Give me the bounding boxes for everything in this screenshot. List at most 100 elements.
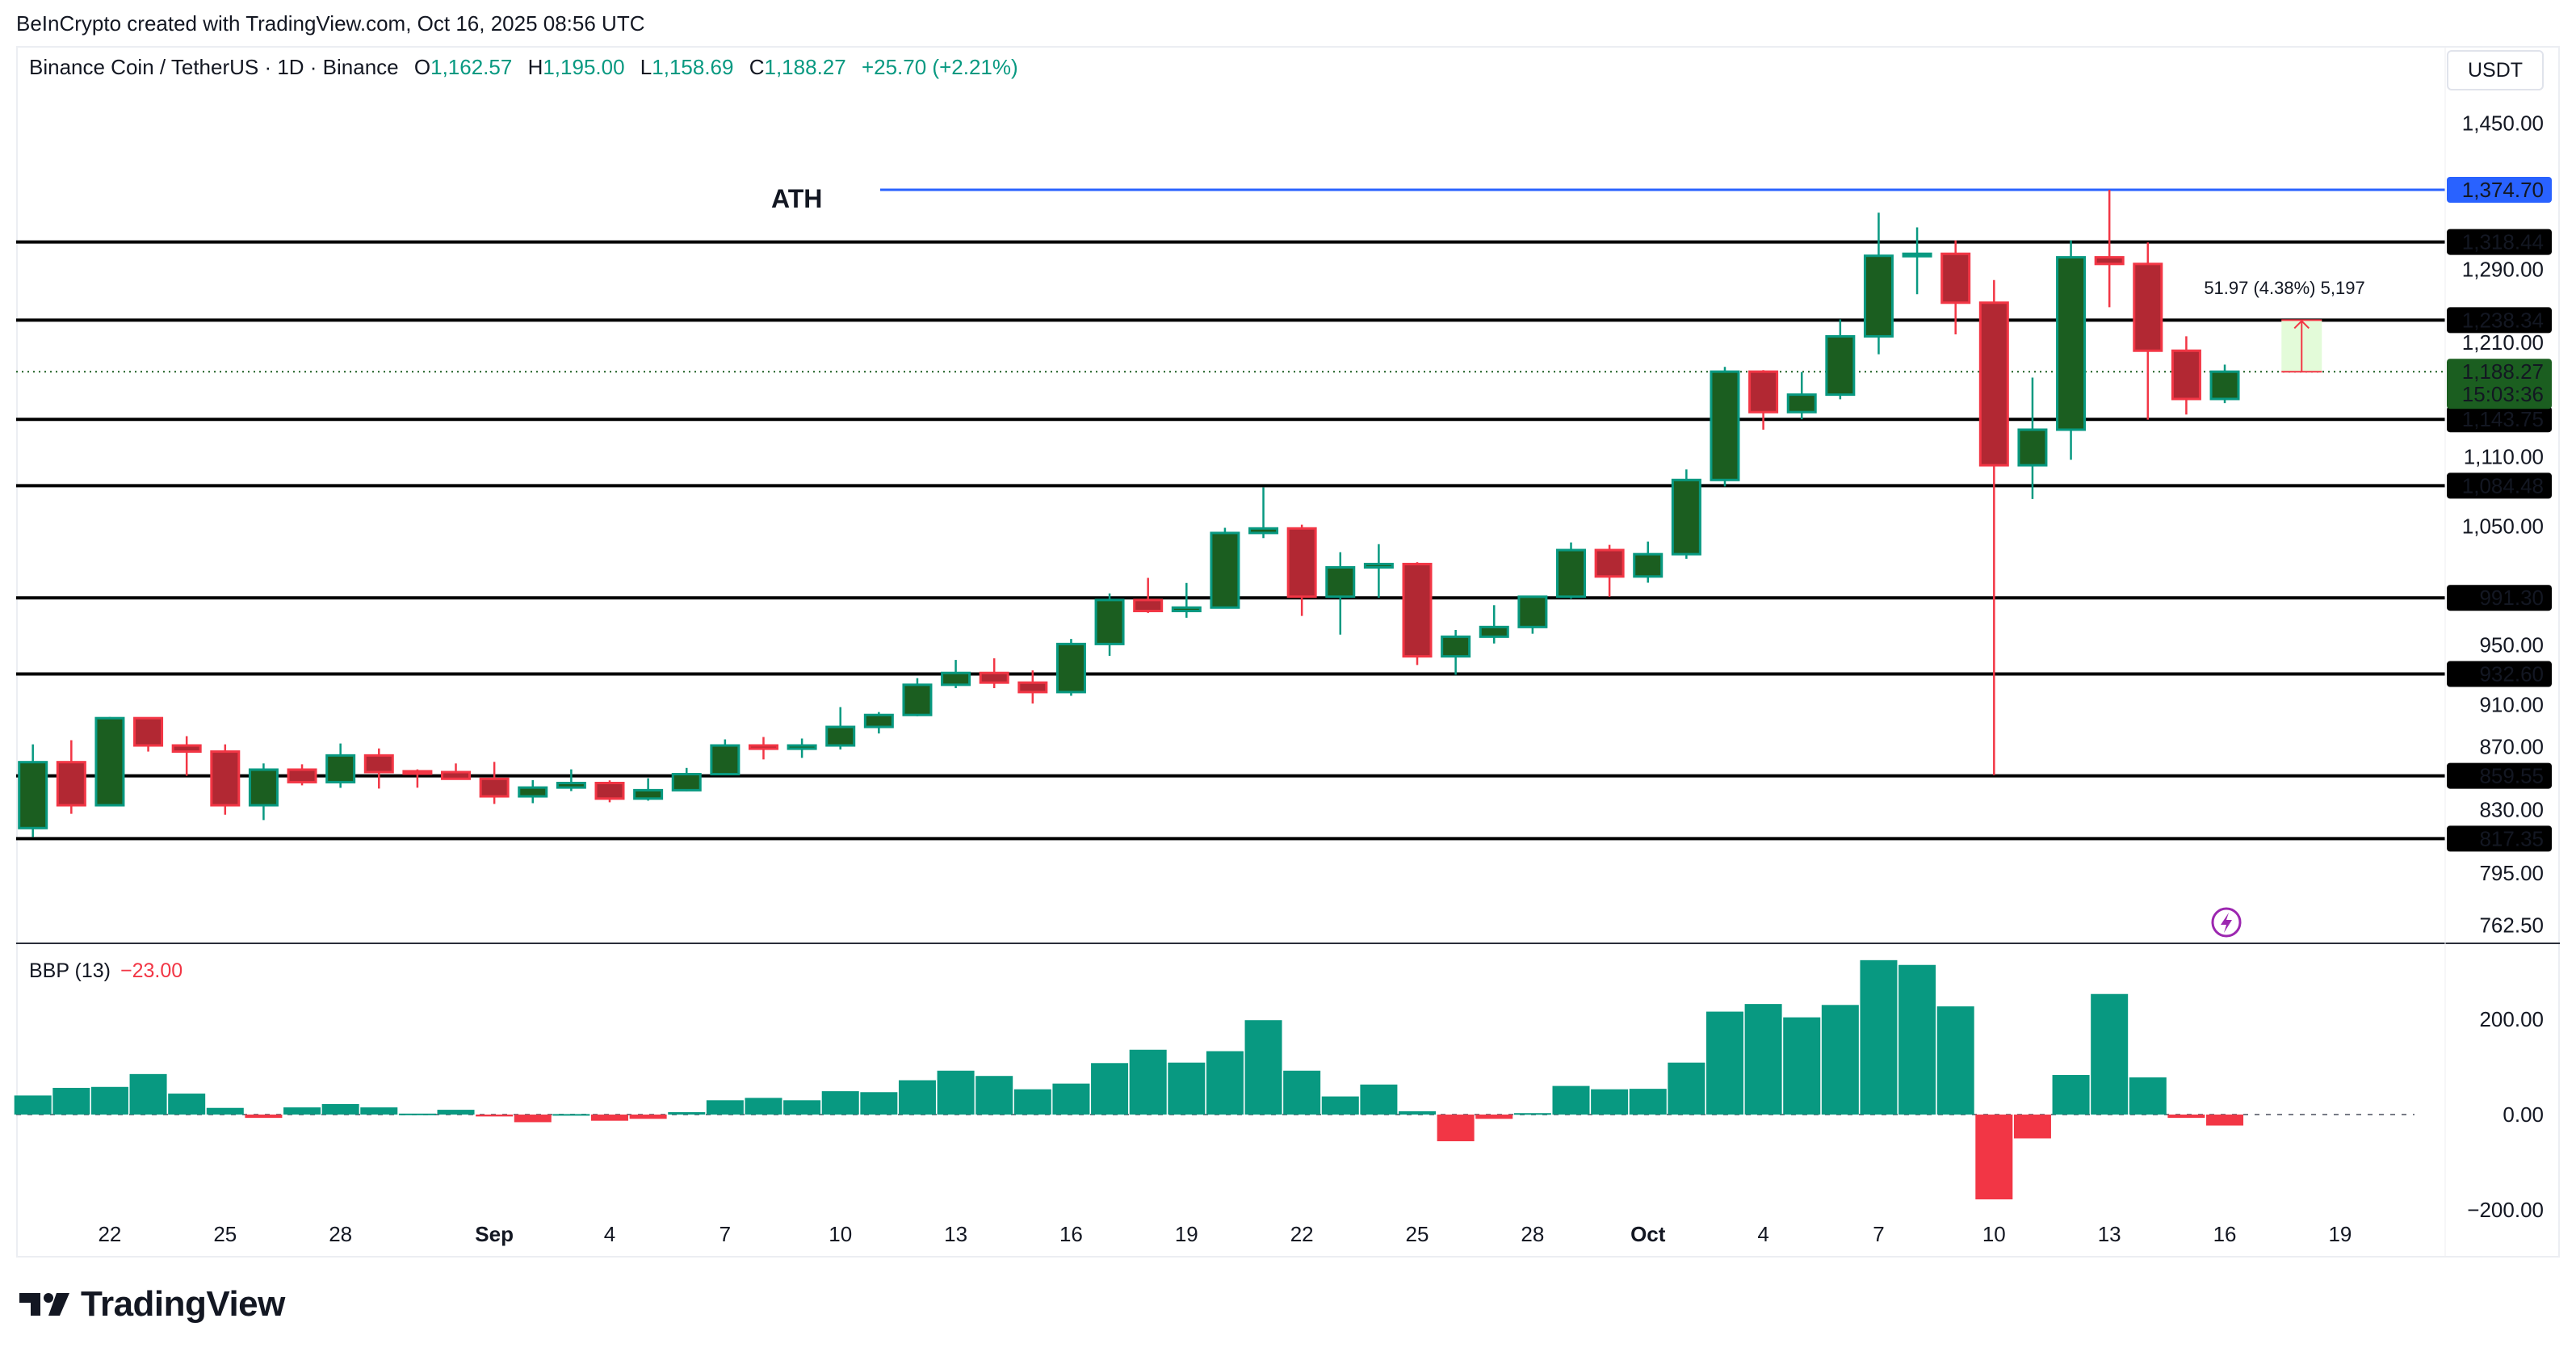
- candle[interactable]: [671, 767, 702, 791]
- candle[interactable]: [633, 778, 664, 801]
- bbp-bar[interactable]: [745, 1098, 782, 1115]
- candle[interactable]: [710, 739, 740, 776]
- candle[interactable]: [518, 779, 548, 804]
- bbp-bar[interactable]: [860, 1092, 898, 1115]
- bbp-bar[interactable]: [1206, 1051, 1244, 1115]
- candle[interactable]: [1940, 240, 1971, 335]
- candle[interactable]: [1825, 319, 1856, 400]
- candle[interactable]: [363, 748, 394, 789]
- bbp-bar[interactable]: [90, 1086, 128, 1115]
- bbp-bar[interactable]: [398, 1113, 436, 1115]
- bbp-bar[interactable]: [668, 1112, 706, 1115]
- bbp-bar[interactable]: [168, 1094, 206, 1115]
- candle[interactable]: [1633, 541, 1663, 583]
- bbp-bar[interactable]: [1668, 1062, 1705, 1115]
- bbp-bar[interactable]: [629, 1115, 667, 1119]
- candle[interactable]: [825, 707, 856, 749]
- candle[interactable]: [1363, 544, 1394, 598]
- bbp-bar[interactable]: [52, 1087, 90, 1115]
- bbp-bar[interactable]: [283, 1107, 321, 1115]
- candle[interactable]: [133, 716, 164, 752]
- bbp-bar[interactable]: [1591, 1089, 1629, 1115]
- candle[interactable]: [94, 716, 125, 807]
- candle[interactable]: [1210, 527, 1240, 609]
- candle[interactable]: [248, 763, 279, 821]
- candle[interactable]: [863, 712, 894, 734]
- bbp-bar[interactable]: [1629, 1089, 1667, 1115]
- bbp-bar[interactable]: [821, 1091, 859, 1115]
- candle[interactable]: [325, 743, 356, 788]
- bbp-bar[interactable]: [1783, 1017, 1821, 1115]
- bbp-bar[interactable]: [1129, 1049, 1167, 1115]
- candle[interactable]: [1402, 562, 1433, 666]
- candle[interactable]: [1556, 542, 1586, 599]
- bbp-bar[interactable]: [1860, 959, 1898, 1115]
- candle[interactable]: [979, 658, 1009, 689]
- candle[interactable]: [210, 744, 241, 815]
- candle[interactable]: [1902, 227, 1932, 295]
- candle[interactable]: [1517, 595, 1548, 634]
- candle[interactable]: [2017, 377, 2048, 499]
- bbp-bar[interactable]: [1744, 1004, 1782, 1115]
- candle[interactable]: [1325, 552, 1356, 635]
- candle[interactable]: [18, 744, 48, 838]
- candle[interactable]: [902, 678, 933, 716]
- candle[interactable]: [787, 738, 817, 758]
- candle[interactable]: [1710, 367, 1740, 487]
- bbp-bar[interactable]: [591, 1115, 628, 1121]
- currency-button[interactable]: USDT: [2447, 50, 2544, 90]
- bbp-bar[interactable]: [2129, 1077, 2167, 1115]
- candle[interactable]: [1479, 605, 1509, 644]
- candle[interactable]: [1171, 582, 1202, 618]
- candle[interactable]: [1017, 670, 1048, 704]
- bbp-bar[interactable]: [245, 1115, 283, 1119]
- bbp-bar[interactable]: [1360, 1084, 1398, 1115]
- lightning-icon[interactable]: [2211, 907, 2242, 938]
- candle[interactable]: [1248, 487, 1279, 539]
- bbp-bar[interactable]: [2167, 1115, 2205, 1119]
- candle[interactable]: [1133, 577, 1164, 613]
- candle[interactable]: [1786, 372, 1817, 420]
- bbp-bar[interactable]: [552, 1114, 590, 1116]
- indicator-legend[interactable]: BBP (13) −23.00: [29, 959, 183, 983]
- candle[interactable]: [941, 660, 971, 689]
- candle[interactable]: [2133, 242, 2163, 420]
- bbp-bar[interactable]: [1975, 1115, 2013, 1200]
- candle[interactable]: [748, 737, 778, 760]
- bbp-bar[interactable]: [2013, 1115, 2051, 1139]
- candle[interactable]: [1441, 630, 1471, 675]
- candle[interactable]: [479, 762, 510, 804]
- bbp-bar[interactable]: [706, 1100, 744, 1115]
- bbp-bar[interactable]: [1399, 1111, 1437, 1115]
- bbp-bar[interactable]: [783, 1100, 821, 1115]
- tradingview-logo[interactable]: TradingView: [19, 1284, 285, 1325]
- bbp-bar[interactable]: [514, 1115, 552, 1123]
- bbp-bar[interactable]: [1898, 964, 1936, 1115]
- candle[interactable]: [556, 769, 586, 791]
- bbp-bar[interactable]: [1168, 1062, 1206, 1115]
- bbp-bar[interactable]: [14, 1095, 52, 1115]
- candle[interactable]: [2171, 336, 2201, 415]
- candle[interactable]: [1748, 370, 1779, 430]
- bbp-bar[interactable]: [975, 1076, 1013, 1115]
- candle[interactable]: [1671, 469, 1701, 559]
- candle[interactable]: [1594, 544, 1625, 597]
- candle[interactable]: [171, 736, 202, 776]
- bbp-bar[interactable]: [476, 1115, 514, 1117]
- bbp-bar[interactable]: [1321, 1096, 1359, 1115]
- bbp-bar[interactable]: [937, 1070, 975, 1115]
- bbp-bar[interactable]: [1437, 1115, 1475, 1142]
- candle[interactable]: [287, 764, 317, 786]
- candle[interactable]: [56, 740, 86, 814]
- bbp-bar[interactable]: [1936, 1006, 1974, 1115]
- candle[interactable]: [1286, 524, 1317, 616]
- bbp-bar[interactable]: [1052, 1083, 1090, 1115]
- candle[interactable]: [2094, 190, 2125, 308]
- candle[interactable]: [2209, 364, 2240, 404]
- bbp-bar[interactable]: [1705, 1011, 1743, 1115]
- bbp-bar[interactable]: [1821, 1005, 1859, 1115]
- bbp-bar[interactable]: [1091, 1063, 1129, 1115]
- bbp-bar[interactable]: [206, 1107, 244, 1115]
- candle[interactable]: [2056, 240, 2087, 460]
